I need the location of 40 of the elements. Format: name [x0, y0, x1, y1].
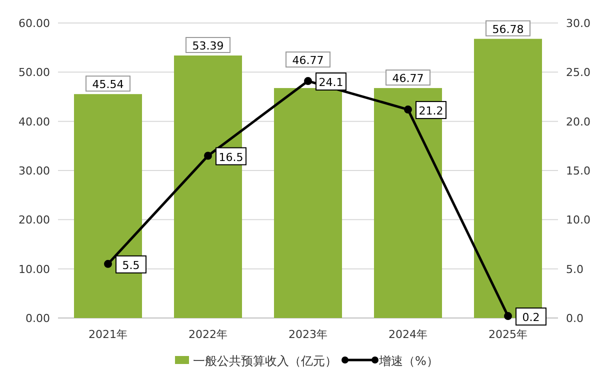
- x-tick-label: 2024年: [388, 328, 428, 341]
- point: [404, 106, 412, 114]
- bar: [374, 88, 442, 318]
- data-label: 0.2: [522, 311, 540, 324]
- y-tick-label: 40.00: [18, 115, 50, 128]
- x-tick-label: 2023年: [288, 328, 328, 341]
- bar: [74, 94, 142, 318]
- y-tick-label: 0.00: [26, 312, 50, 325]
- point: [204, 152, 212, 160]
- y2-tick-label: 5.0: [566, 262, 584, 276]
- y-tick-label: 10.00: [18, 262, 50, 276]
- y2-tick-label: 25.0: [566, 66, 590, 80]
- x-tick-label: 2022年: [188, 328, 228, 341]
- x-tick-label: 2021年: [88, 328, 128, 341]
- data-label: 5.5: [122, 258, 140, 272]
- y2-tick-label: 0.0: [566, 312, 584, 325]
- x-tick-label: 2025年: [488, 328, 528, 341]
- y-tick-label: 20.00: [18, 214, 50, 227]
- data-label: 16.5: [218, 150, 244, 164]
- y-tick-label: 60.00: [18, 17, 50, 30]
- data-label: 45.54: [92, 78, 124, 92]
- y2-tick-label: 30.0: [566, 17, 590, 30]
- data-label: 46.77: [392, 72, 424, 86]
- point: [304, 77, 312, 86]
- point: [104, 260, 112, 268]
- legend-label: 一般公共预算收入（亿元）: [193, 354, 337, 368]
- data-label: 46.77: [292, 54, 324, 68]
- data-label: 24.1: [318, 76, 344, 90]
- y-tick-label: 50.00: [18, 66, 50, 80]
- bar: [274, 88, 342, 318]
- y2-tick-label: 10.0: [566, 214, 590, 227]
- data-label: 53.39: [192, 40, 224, 52]
- y-tick-label: 30.00: [18, 164, 50, 178]
- y2-tick-label: 20.0: [566, 115, 590, 128]
- bar: [174, 56, 242, 318]
- data-label: 56.78: [492, 22, 524, 36]
- point: [504, 312, 512, 320]
- y2-tick-label: 15.0: [566, 164, 590, 178]
- data-label: 21.2: [418, 104, 444, 118]
- legend-label: 增速（%）: [378, 354, 438, 368]
